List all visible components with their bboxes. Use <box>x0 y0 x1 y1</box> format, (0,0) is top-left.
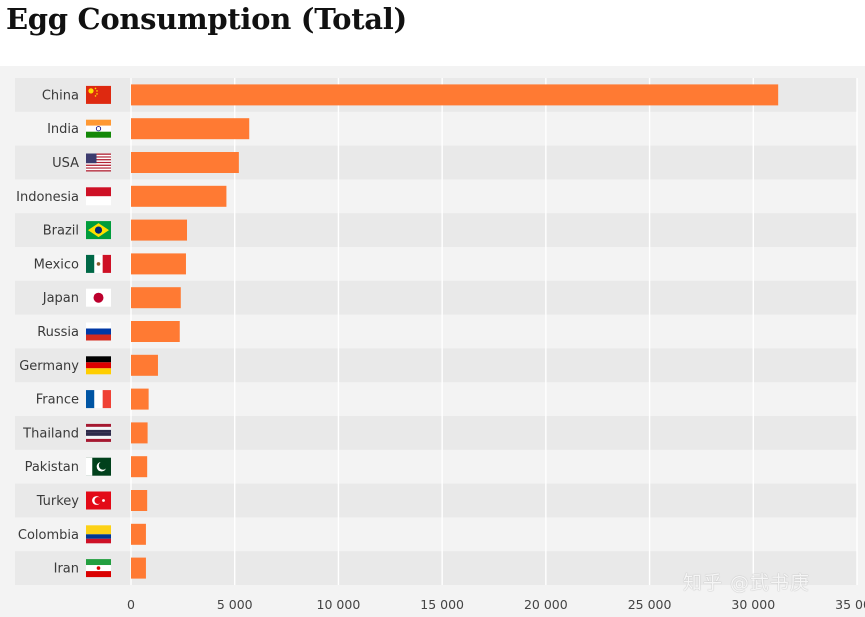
pakistan-flag-icon <box>86 457 111 476</box>
row-band <box>15 483 857 518</box>
brazil-flag-icon <box>86 221 111 240</box>
x-tick-label: 30 000 <box>731 597 775 612</box>
category-label: India <box>47 122 79 137</box>
category-label: Brazil <box>43 224 79 239</box>
category-label: Colombia <box>18 528 79 543</box>
bar-colombia <box>131 523 146 545</box>
category-label: Indonesia <box>16 190 79 205</box>
x-tick-label: 10 000 <box>317 597 361 612</box>
turkey-flag-icon <box>86 491 111 510</box>
colombia-flag-icon <box>86 525 111 544</box>
category-label: Turkey <box>36 494 80 509</box>
category-label: Mexico <box>34 257 79 272</box>
bar-turkey <box>131 490 148 511</box>
category-label: Thailand <box>22 426 79 441</box>
bar-mexico <box>131 253 186 275</box>
bar-iran <box>131 557 146 579</box>
germany-flag-icon <box>86 356 111 375</box>
chart-title: Egg Consumption (Total) <box>6 2 407 36</box>
bar-brazil <box>131 219 188 241</box>
indonesia-flag-icon <box>86 187 111 206</box>
bar-russia <box>131 321 180 342</box>
usa-flag-icon <box>86 153 111 172</box>
bar-thailand <box>131 422 148 444</box>
x-tick-label: 0 <box>127 597 135 612</box>
category-label: China <box>42 88 79 103</box>
bar-indonesia <box>131 185 227 207</box>
france-flag-icon <box>86 390 111 409</box>
bar-pakistan <box>131 456 148 478</box>
x-tick-label: 25 000 <box>628 597 672 612</box>
category-label: Pakistan <box>25 460 79 475</box>
bar-usa <box>131 152 239 173</box>
row-band <box>15 416 857 450</box>
category-label: Germany <box>19 359 79 374</box>
category-label: Russia <box>37 325 79 340</box>
category-label: France <box>36 393 79 408</box>
x-tick-label: 20 000 <box>524 597 568 612</box>
category-label: Iran <box>54 562 79 577</box>
bar-india <box>131 118 250 140</box>
category-label: USA <box>52 156 79 171</box>
india-flag-icon <box>86 119 111 138</box>
iran-flag-icon <box>86 559 111 578</box>
bar-france <box>131 388 149 410</box>
japan-flag-icon <box>86 288 111 307</box>
row-band <box>15 551 857 585</box>
category-label: Japan <box>42 291 79 306</box>
bar-germany <box>131 354 158 376</box>
bar-china <box>131 84 779 106</box>
thailand-flag-icon <box>86 423 111 442</box>
chart-panel: 0 5 000 10 000 15 000 20 000 25 000 30 000 35 0… <box>0 66 865 617</box>
russia-flag-icon <box>86 322 111 341</box>
bar-chart: 0 5 000 10 000 15 000 20 000 25 000 30 000 35 0… <box>15 78 865 612</box>
x-tick-label: 15 000 <box>420 597 464 612</box>
x-tick-label: 35 000 <box>835 597 865 612</box>
x-tick-label: 5 000 <box>217 597 253 612</box>
mexico-flag-icon <box>86 254 111 273</box>
bar-japan <box>131 287 181 309</box>
china-flag-icon <box>86 85 111 104</box>
watermark: 知乎 @武书庚 <box>683 572 811 594</box>
